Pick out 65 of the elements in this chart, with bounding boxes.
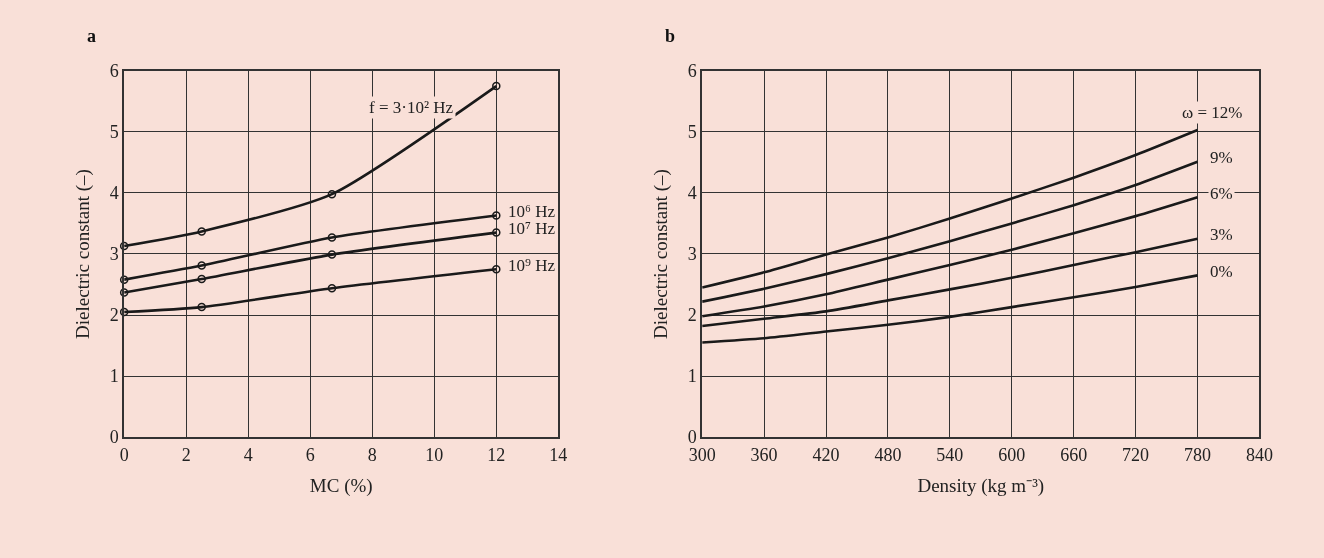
y-tick-label: 2 (109, 305, 119, 326)
point (327, 250, 337, 259)
series-label: 10⁷ Hz (508, 219, 556, 238)
x-tick-label: 4 (243, 444, 253, 465)
y-axis-title: Dielectric constant (–) (650, 169, 673, 339)
x-tick-label: 14 (549, 444, 568, 465)
chart-title: b (665, 26, 676, 46)
point (492, 211, 501, 220)
x-tick-label: 360 (750, 444, 778, 465)
x-tick-label: 660 (1060, 444, 1088, 465)
series-label: 10⁶ Hz (508, 202, 556, 221)
point (119, 275, 129, 284)
x-axis-title: Density (kg m⁻³) (917, 474, 1045, 497)
x-tick-label: 10 (425, 444, 444, 465)
y-tick-label: 5 (109, 122, 119, 143)
point (327, 233, 337, 242)
y-tick-label: 1 (687, 366, 697, 387)
series-label: ω = 12% (1182, 103, 1243, 122)
x-tick-label: 6 (305, 444, 315, 465)
point (492, 81, 501, 91)
x-tick-label: 720 (1122, 444, 1150, 465)
line-series (702, 195, 1199, 318)
x-tick-label: 600 (998, 444, 1026, 465)
y-tick-label: 5 (687, 122, 697, 143)
x-tick-label: 420 (812, 444, 840, 465)
point (119, 288, 129, 297)
series-label: 9% (1210, 148, 1233, 167)
point (492, 228, 501, 237)
line-series (702, 128, 1199, 289)
x-tick-label: 480 (874, 444, 902, 465)
series-label: f = 3·10² Hz (369, 98, 454, 117)
x-tick-label: 780 (1184, 444, 1212, 465)
y-tick-label: 0 (109, 427, 119, 448)
line-series (702, 160, 1199, 303)
line-series (702, 237, 1199, 328)
x-tick-label: 840 (1245, 444, 1273, 465)
x-tick-label: 540 (936, 444, 964, 465)
x-axis-title: MC (%) (309, 474, 373, 497)
point (119, 307, 129, 317)
point (197, 261, 206, 270)
x-tick-label: 12 (487, 444, 506, 465)
x-tick-label: 2 (181, 444, 191, 465)
y-tick-label: 6 (687, 61, 697, 82)
y-tick-label: 4 (687, 183, 697, 204)
point (197, 227, 206, 236)
x-tick-label: 8 (367, 444, 377, 465)
y-tick-label: 4 (109, 183, 119, 204)
y-tick-label: 3 (687, 244, 697, 265)
point (327, 283, 337, 293)
y-tick-label: 3 (109, 244, 119, 265)
point (327, 189, 337, 199)
series-label: 10⁹ Hz (508, 256, 556, 275)
series-label: 6% (1210, 184, 1233, 203)
point (197, 274, 206, 284)
chart-title: a (87, 26, 96, 46)
point (119, 241, 129, 251)
point (492, 264, 501, 274)
y-tick-label: 2 (687, 305, 697, 326)
line-series (702, 274, 1199, 344)
series-label: 0% (1210, 262, 1233, 281)
y-tick-label: 1 (109, 366, 119, 387)
series-label: 3% (1210, 225, 1233, 244)
point (197, 302, 206, 312)
y-tick-label: 6 (109, 61, 119, 82)
y-axis-title: Dielectric constant (–) (72, 169, 95, 339)
